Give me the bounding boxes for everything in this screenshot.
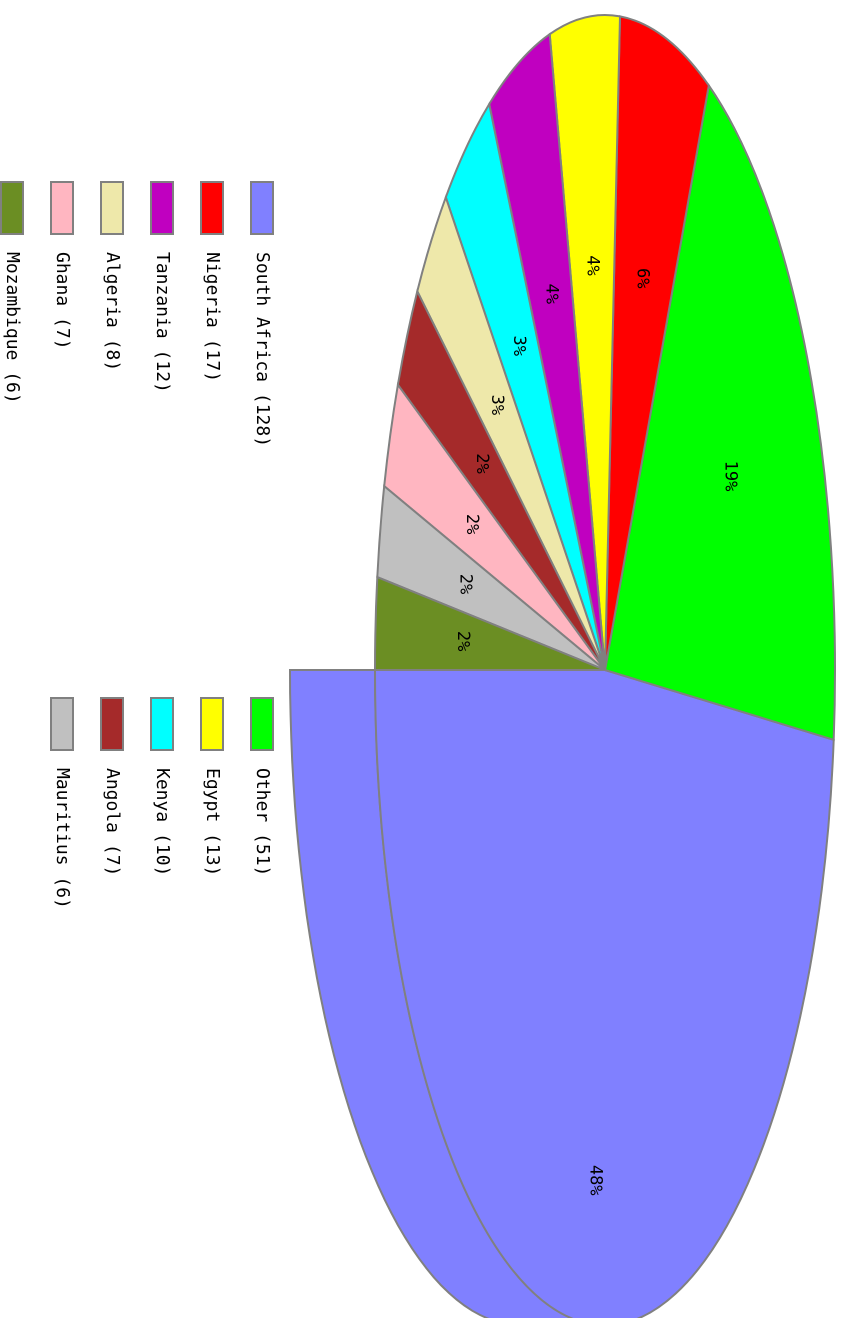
pie-percent-label: 2% [456,574,476,594]
legend-item-mozambique: Mozambique (6) [0,181,24,404]
pie-slice-other [603,82,836,742]
legend-label: Egypt (13) [202,768,223,876]
legend-label: Other (51) [252,768,273,876]
pie-slice-mozambique [373,575,606,671]
legend-label: Ghana (7) [52,252,73,350]
legend-swatch [250,697,274,751]
legend-item-tanzania: Tanzania (12) [150,181,174,393]
pie-percent-label: 4% [582,255,602,275]
pie-percent-label: 48% [585,1165,605,1196]
legend-swatch [100,697,124,751]
legend-swatch [100,181,124,235]
legend-swatch [250,181,274,235]
legend-swatch [200,697,224,751]
pie-percent-label: 2% [462,514,482,534]
pie-slice-south-africa [373,669,835,1318]
legend-label: Mozambique (6) [2,252,23,404]
pie-percent-label: 3% [509,336,529,356]
legend-item-egypt: Egypt (13) [200,697,224,876]
legend-swatch [150,697,174,751]
legend-item-ghana: Ghana (7) [50,181,74,350]
pie-percent-label: 4% [541,283,561,303]
pie-percent-label: 19% [720,461,740,492]
pie-slice-nigeria [604,15,710,671]
legend-label: South Africa (128) [252,252,273,447]
pie-plot: 48% 19% 6% 4% 4% 3% 3% 2% 2% 2% 2% [288,14,836,1318]
legend-label: Mauritius (6) [52,768,73,909]
legend-swatch [50,697,74,751]
legend-swatch [200,181,224,235]
legend-item-angola: Angola (7) [100,697,124,876]
pie-slice-egypt [548,14,622,671]
legend-label: Nigeria (17) [202,252,223,382]
legend-swatch [150,181,174,235]
legend-swatch [0,181,24,235]
legend-swatch [50,181,74,235]
legend-label: Tanzania (12) [152,252,173,393]
pie-percent-label: 6% [633,268,653,288]
legend: South Africa (128) Nigeria (17) Tanzania (… [0,181,274,909]
legend-item-kenya: Kenya (10) [150,697,174,876]
legend-item-other: Other (51) [250,697,274,876]
legend-label: Algeria (8) [102,252,123,371]
pie-percent-label: 3% [487,395,507,415]
legend-label: Angola (7) [102,768,123,876]
legend-item-mauritius: Mauritius (6) [50,697,74,909]
pie-percent-label: 2% [453,631,473,651]
pie-percent-label: 2% [472,453,492,473]
legend-item-nigeria: Nigeria (17) [200,181,224,382]
legend-item-south-africa: South Africa (128) [250,181,274,447]
legend-item-algeria: Algeria (8) [100,181,124,371]
legend-label: Kenya (10) [152,768,173,876]
pie-slice-tanzania [488,32,606,671]
